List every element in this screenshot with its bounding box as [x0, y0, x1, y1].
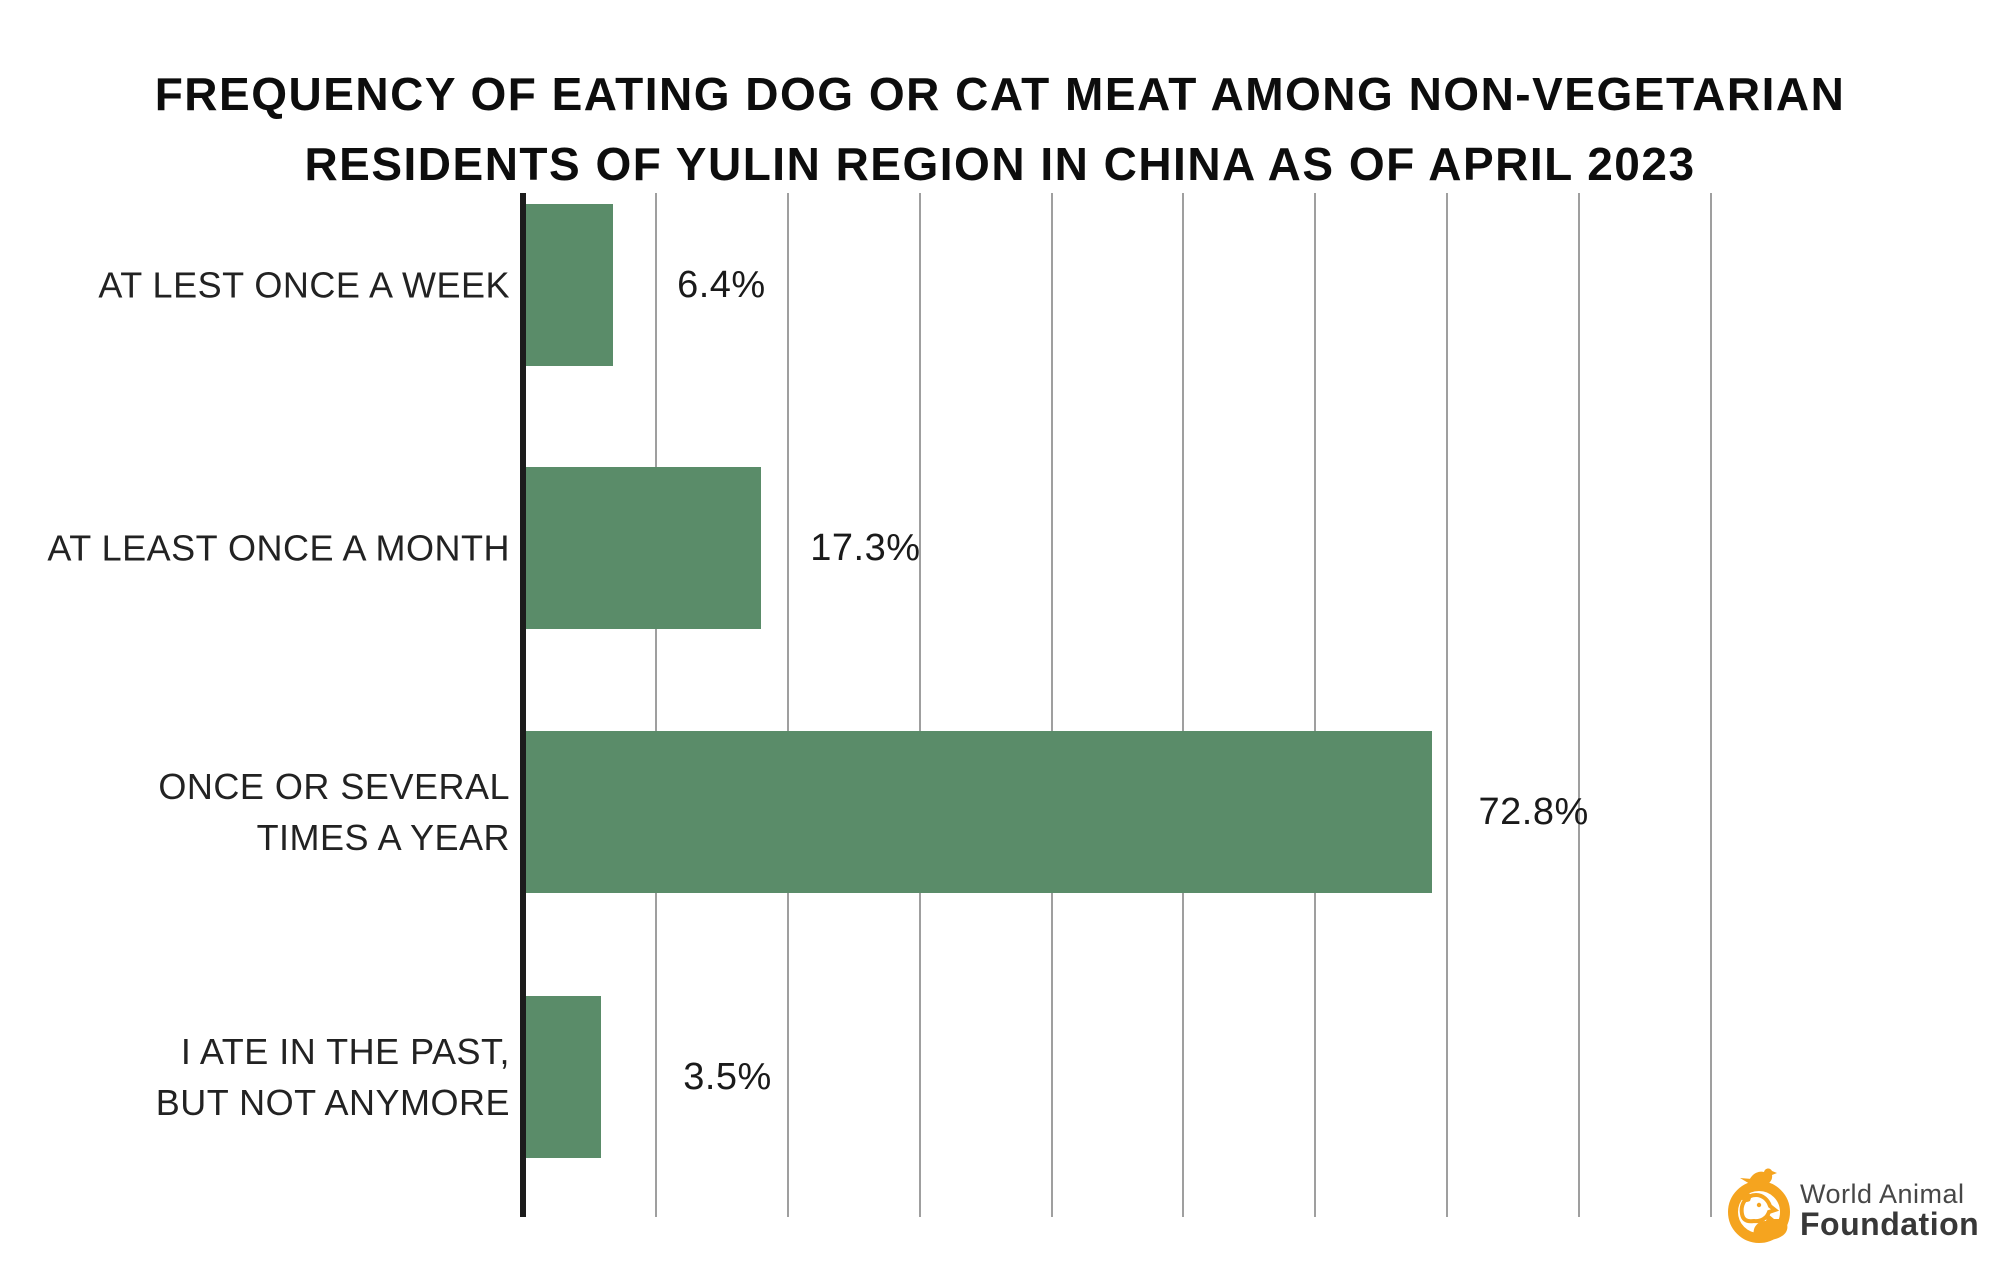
category-label-at-lest-once-a-week: AT LEST ONCE A WEEK	[98, 264, 510, 306]
value-label-once-or-several-times-a-year: 72.8%	[1478, 790, 1589, 833]
y-axis-line	[520, 193, 526, 1217]
cat-icon	[1753, 1214, 1788, 1241]
bar-at-least-once-a-month	[523, 467, 761, 629]
logo-text-foundation: Foundation	[1800, 1206, 1980, 1242]
gridline	[786, 193, 789, 1217]
world-animal-foundation-logo-icon	[1728, 1168, 1790, 1243]
value-label-i-ate-in-the-past-but-not-anymore: 3.5%	[683, 1055, 772, 1098]
plot-area: 6.4% 17.3% 72.8% 3.5%	[520, 193, 1712, 1217]
value-label-at-least-once-a-month: 17.3%	[810, 526, 921, 569]
bird-icon	[1740, 1168, 1777, 1187]
gridline	[1710, 193, 1712, 1217]
gridline	[1314, 193, 1317, 1217]
gridline	[1446, 193, 1449, 1217]
category-label-i-ate-in-the-past-but-not-anymore: I ATE IN THE PAST, BUT NOT ANYMORE	[155, 1031, 510, 1123]
chart-title-line-2: RESIDENTS OF YULIN REGION IN CHINA AS OF…	[304, 137, 1696, 190]
gridline	[1050, 193, 1053, 1217]
world-animal-foundation-logo: World Animal Foundation	[1726, 1164, 1979, 1244]
logo-text-world-animal: World Animal	[1800, 1179, 1965, 1209]
gridline	[1578, 193, 1581, 1217]
logo-text: World Animal Foundation	[1800, 1168, 1979, 1240]
dog-icon	[1739, 1192, 1780, 1224]
bar-i-ate-in-the-past-but-not-anymore	[523, 996, 601, 1158]
gridline	[918, 193, 921, 1217]
bar-at-lest-once-a-week	[523, 204, 613, 366]
gridline	[654, 193, 657, 1217]
value-label-at-lest-once-a-week: 6.4%	[677, 263, 766, 306]
chart-title: FREQUENCY OF EATING DOG OR CAT MEAT AMON…	[0, 59, 2000, 199]
bar-once-or-several-times-a-year	[523, 731, 1433, 893]
gridline	[1182, 193, 1185, 1217]
category-label-once-or-several-times-a-year: ONCE OR SEVERAL TIMES A YEAR	[158, 766, 510, 858]
category-label-at-least-once-a-month: AT LEAST ONCE A MONTH	[47, 527, 510, 569]
chart-title-line-1: FREQUENCY OF EATING DOG OR CAT MEAT AMON…	[154, 67, 1846, 120]
